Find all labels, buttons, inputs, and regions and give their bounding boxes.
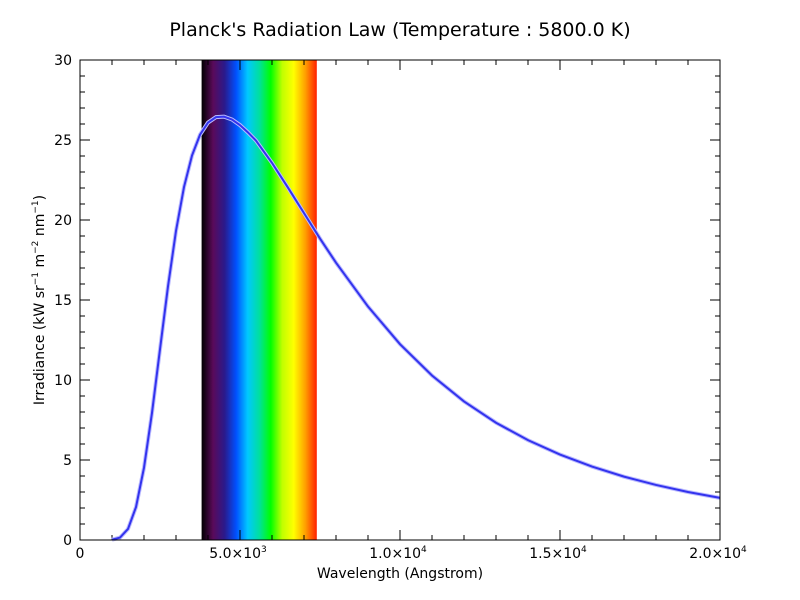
- y-tick-label: 30: [54, 53, 72, 69]
- y-tick-label: 20: [54, 213, 72, 229]
- x-axis-label: Wavelength (Angstrom): [317, 566, 483, 582]
- x-tick-label: 2.0×104: [689, 545, 747, 562]
- x-tick-label: 1.5×104: [529, 545, 587, 562]
- y-axis-label: Irradiance (kW sr−1 m−2 nm−1): [31, 195, 48, 405]
- x-axis-ticks: 0 5.0×103 1.0×104 1.5×104 2.0×104: [76, 60, 747, 562]
- y-tick-label: 0: [63, 533, 72, 549]
- chart-title: Planck's Radiation Law (Temperature : 58…: [169, 19, 630, 41]
- visible-spectrum-band: [201, 60, 317, 540]
- y-axis-ticks: 0 5 10 15 20 25 30: [54, 53, 720, 549]
- y-tick-label: 15: [54, 293, 72, 309]
- planck-curve: [111, 115, 721, 541]
- x-tick-label: 1.0×104: [369, 545, 427, 562]
- x-tick-label: 0: [76, 546, 85, 562]
- plot-frame: [79, 59, 721, 541]
- x-tick-label: 5.0×103: [209, 545, 267, 562]
- y-tick-label: 25: [54, 133, 72, 149]
- y-tick-label: 5: [63, 453, 72, 469]
- y-tick-label: 10: [54, 373, 72, 389]
